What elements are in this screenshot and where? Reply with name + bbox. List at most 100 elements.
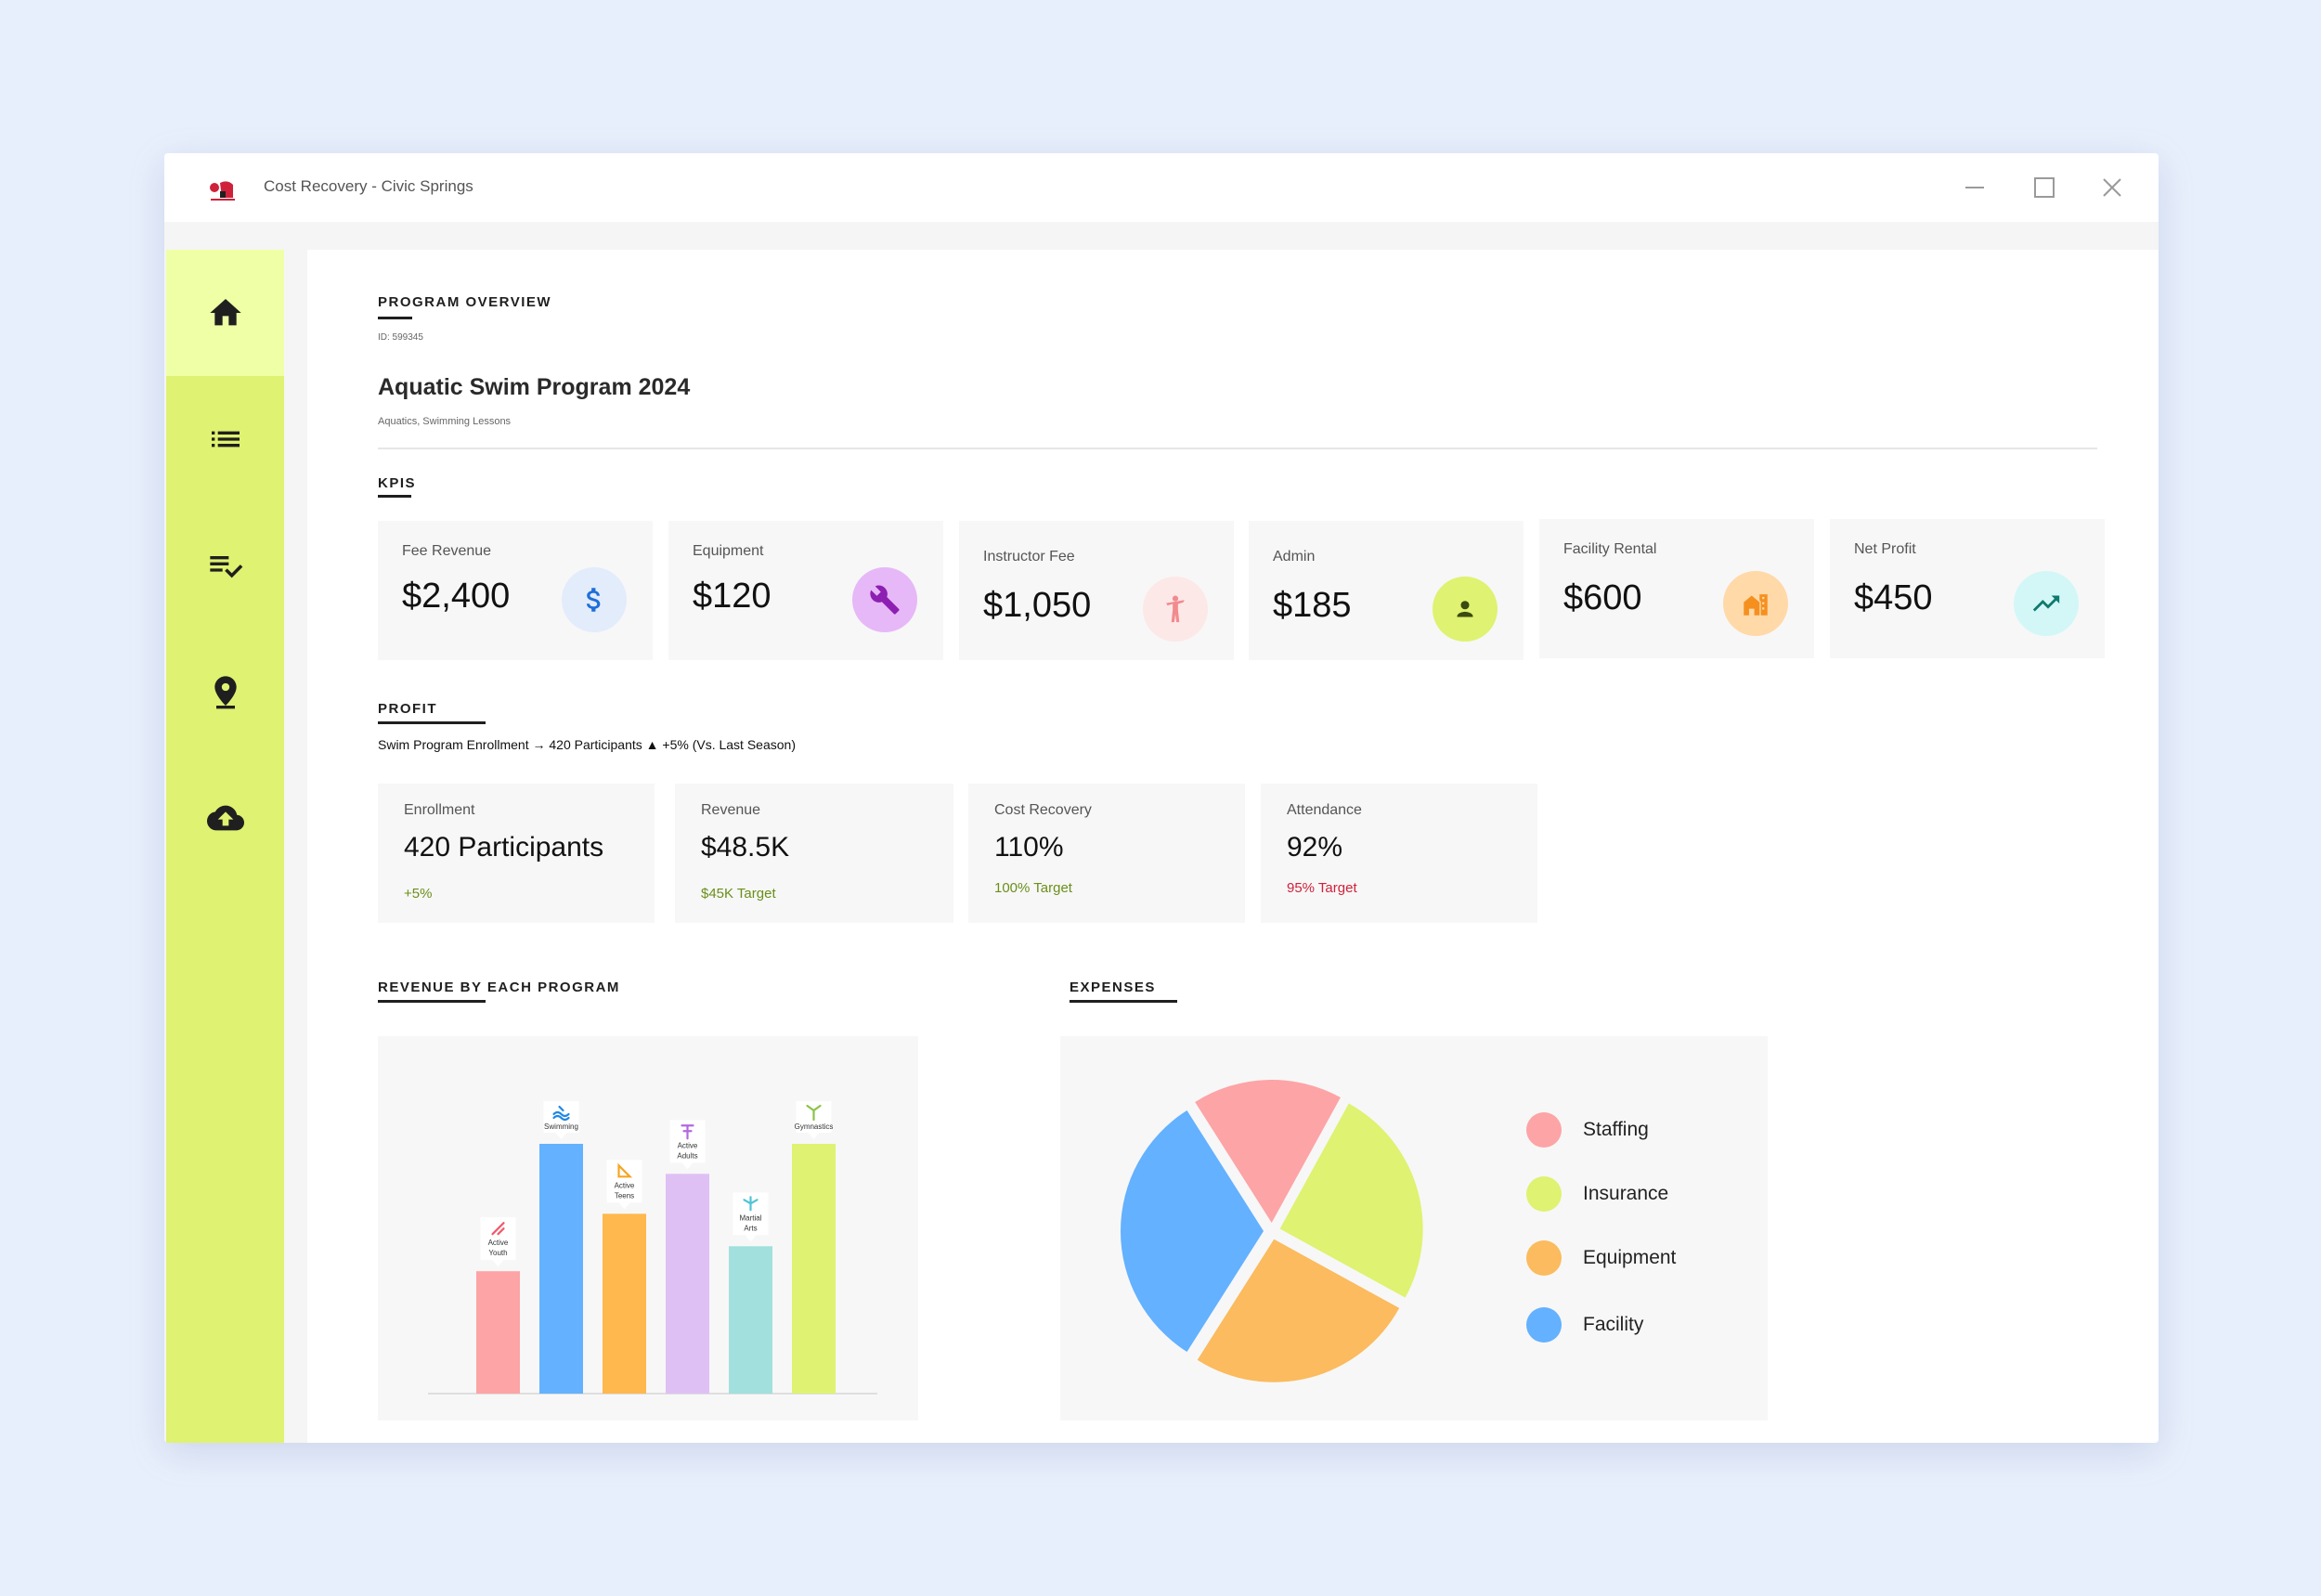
expenses-chart-panel: Staffing Insurance Equipment Facility <box>1060 1036 1768 1421</box>
bar-swimming <box>539 1144 583 1394</box>
legend-item-staffing: Staffing <box>1526 1112 1649 1148</box>
kpi-card-facility-rental: Facility Rental $600 <box>1539 519 1814 658</box>
bar-active-youth <box>476 1271 520 1394</box>
bar-active-adults <box>666 1174 709 1394</box>
tag-pointer <box>808 1133 820 1139</box>
bar-martial-arts <box>729 1246 772 1394</box>
legend-item-facility: Facility <box>1526 1307 1643 1343</box>
bar-category-label: Active <box>488 1239 509 1247</box>
kpi-card-net-profit: Net Profit $450 <box>1830 519 2105 658</box>
page-subtitle: Aquatics, Swimming Lessons <box>378 416 512 427</box>
kpi-value: $120 <box>693 577 772 616</box>
kpi-value: $450 <box>1854 578 1933 617</box>
stat-card-enrollment: Enrollment 420 Participants +5% <box>378 784 655 923</box>
expenses-underline <box>1070 1000 1177 1003</box>
revenue-chart-underline <box>378 1000 486 1003</box>
adults-icon <box>681 1124 694 1140</box>
stat-card-cost-recovery: Cost Recovery 110% 100% Target <box>968 784 1245 923</box>
stat-value: $48.5K <box>701 832 790 863</box>
kpi-label: Equipment <box>693 543 764 559</box>
kpi-card-equipment: Equipment $120 <box>668 521 943 660</box>
legend-swatch <box>1526 1240 1562 1276</box>
tag-pointer <box>555 1133 567 1139</box>
location-pin-icon <box>214 676 237 709</box>
kpi-card-fee-revenue: Fee Revenue $2,400 <box>378 521 653 660</box>
maximize-icon[interactable] <box>2029 172 2060 203</box>
kpi-card-instructor-fee: Instructor Fee $1,050 <box>959 521 1234 660</box>
sidebar-item-location[interactable] <box>166 629 284 755</box>
youth-icon <box>491 1222 505 1236</box>
revenue-chart-panel: Active Youth Swimming Active Teens Active Adul… <box>378 1036 918 1421</box>
bar-category-tag: Active Youth <box>480 1217 516 1267</box>
tag-pointer <box>492 1260 504 1267</box>
stat-card-revenue: Revenue $48.5K $45K Target <box>675 784 953 923</box>
kpi-icon-badge <box>2014 571 2079 636</box>
bar-category-tag: Active Teens <box>606 1160 642 1210</box>
building-icon <box>1744 594 1768 616</box>
kpi-icon-badge <box>1433 577 1498 642</box>
close-icon[interactable] <box>2096 172 2128 203</box>
home-icon <box>209 299 241 326</box>
bar-category-label: Youth <box>488 1249 507 1257</box>
kpi-label: Admin <box>1273 549 1316 564</box>
legend-item-insurance: Insurance <box>1526 1176 1668 1212</box>
stat-sub: $45K Target <box>701 886 776 902</box>
bar-gymnastics <box>792 1144 836 1394</box>
tag-box <box>606 1160 642 1203</box>
wrench-icon <box>870 585 900 615</box>
stat-value: 420 Participants <box>404 832 604 863</box>
overview-underline <box>378 317 412 319</box>
stat-value: 110% <box>994 832 1064 863</box>
expenses-section-label: EXPENSES <box>1070 980 1156 995</box>
kpis-underline <box>378 495 411 498</box>
bar-category-tag: Active Adults <box>669 1120 706 1170</box>
divider <box>378 448 2097 449</box>
kpi-value: $600 <box>1563 578 1642 617</box>
expenses-pie-chart <box>1121 1080 1423 1382</box>
bar-category-label: Adults <box>677 1151 697 1160</box>
stat-sub: +5% <box>404 886 433 902</box>
bar-category-label: Gymnastics <box>795 1122 834 1131</box>
legend-swatch <box>1526 1176 1562 1212</box>
page-title: Aquatic Swim Program 2024 <box>378 374 691 400</box>
legend-label: Facility <box>1583 1314 1644 1335</box>
cloud-upload-icon <box>206 805 244 831</box>
minimize-icon[interactable] <box>1959 172 1990 203</box>
adults-icon-glyph <box>681 1124 694 1140</box>
swimming-icon-glyph <box>552 1105 570 1122</box>
youth-icon-glyph <box>491 1222 505 1236</box>
bar-category-tag: Swimming <box>543 1101 579 1139</box>
profit-underline <box>378 721 486 724</box>
sidebar-item-upload[interactable] <box>166 755 284 881</box>
instructor-icon <box>1166 595 1185 623</box>
sidebar-item-home[interactable] <box>166 250 284 376</box>
teens-icon-glyph <box>617 1162 633 1178</box>
stat-sub: 95% Target <box>1287 880 1357 896</box>
pie-slice-facility <box>1121 1109 1264 1353</box>
trending-up-icon <box>2032 595 2060 612</box>
bar-category-label: Teens <box>615 1191 634 1200</box>
profit-caption: Swim Program Enrollment → 420 Participan… <box>378 737 796 752</box>
legend-item-equipment: Equipment <box>1526 1240 1676 1276</box>
title-bar: Cost Recovery - Civic Springs <box>164 153 2159 222</box>
sidebar-item-checklist[interactable] <box>166 502 284 629</box>
sidebar-item-list[interactable] <box>166 376 284 502</box>
bar-category-label: Active <box>678 1141 698 1149</box>
kpi-value: $1,050 <box>983 586 1092 625</box>
stat-card-attendance: Attendance 92% 95% Target <box>1261 784 1537 923</box>
bar-category-label: Arts <box>744 1224 757 1232</box>
teens-icon <box>617 1162 633 1178</box>
stat-sub: 100% Target <box>994 880 1072 896</box>
program-id: ID: 599345 <box>378 332 423 343</box>
kpi-value: $185 <box>1273 586 1352 625</box>
bar-category-label: Active <box>615 1181 635 1189</box>
kpi-label: Net Profit <box>1854 541 1916 557</box>
legend-label: Equipment <box>1583 1247 1677 1268</box>
martial-arts-icon-glyph <box>743 1196 759 1212</box>
list-icon <box>211 431 240 448</box>
profit-section-label: PROFIT <box>378 701 437 717</box>
tag-box <box>480 1217 516 1261</box>
kpi-label: Instructor Fee <box>983 549 1075 564</box>
pie-slice-equipment <box>1197 1239 1400 1382</box>
legend-swatch <box>1526 1112 1562 1148</box>
